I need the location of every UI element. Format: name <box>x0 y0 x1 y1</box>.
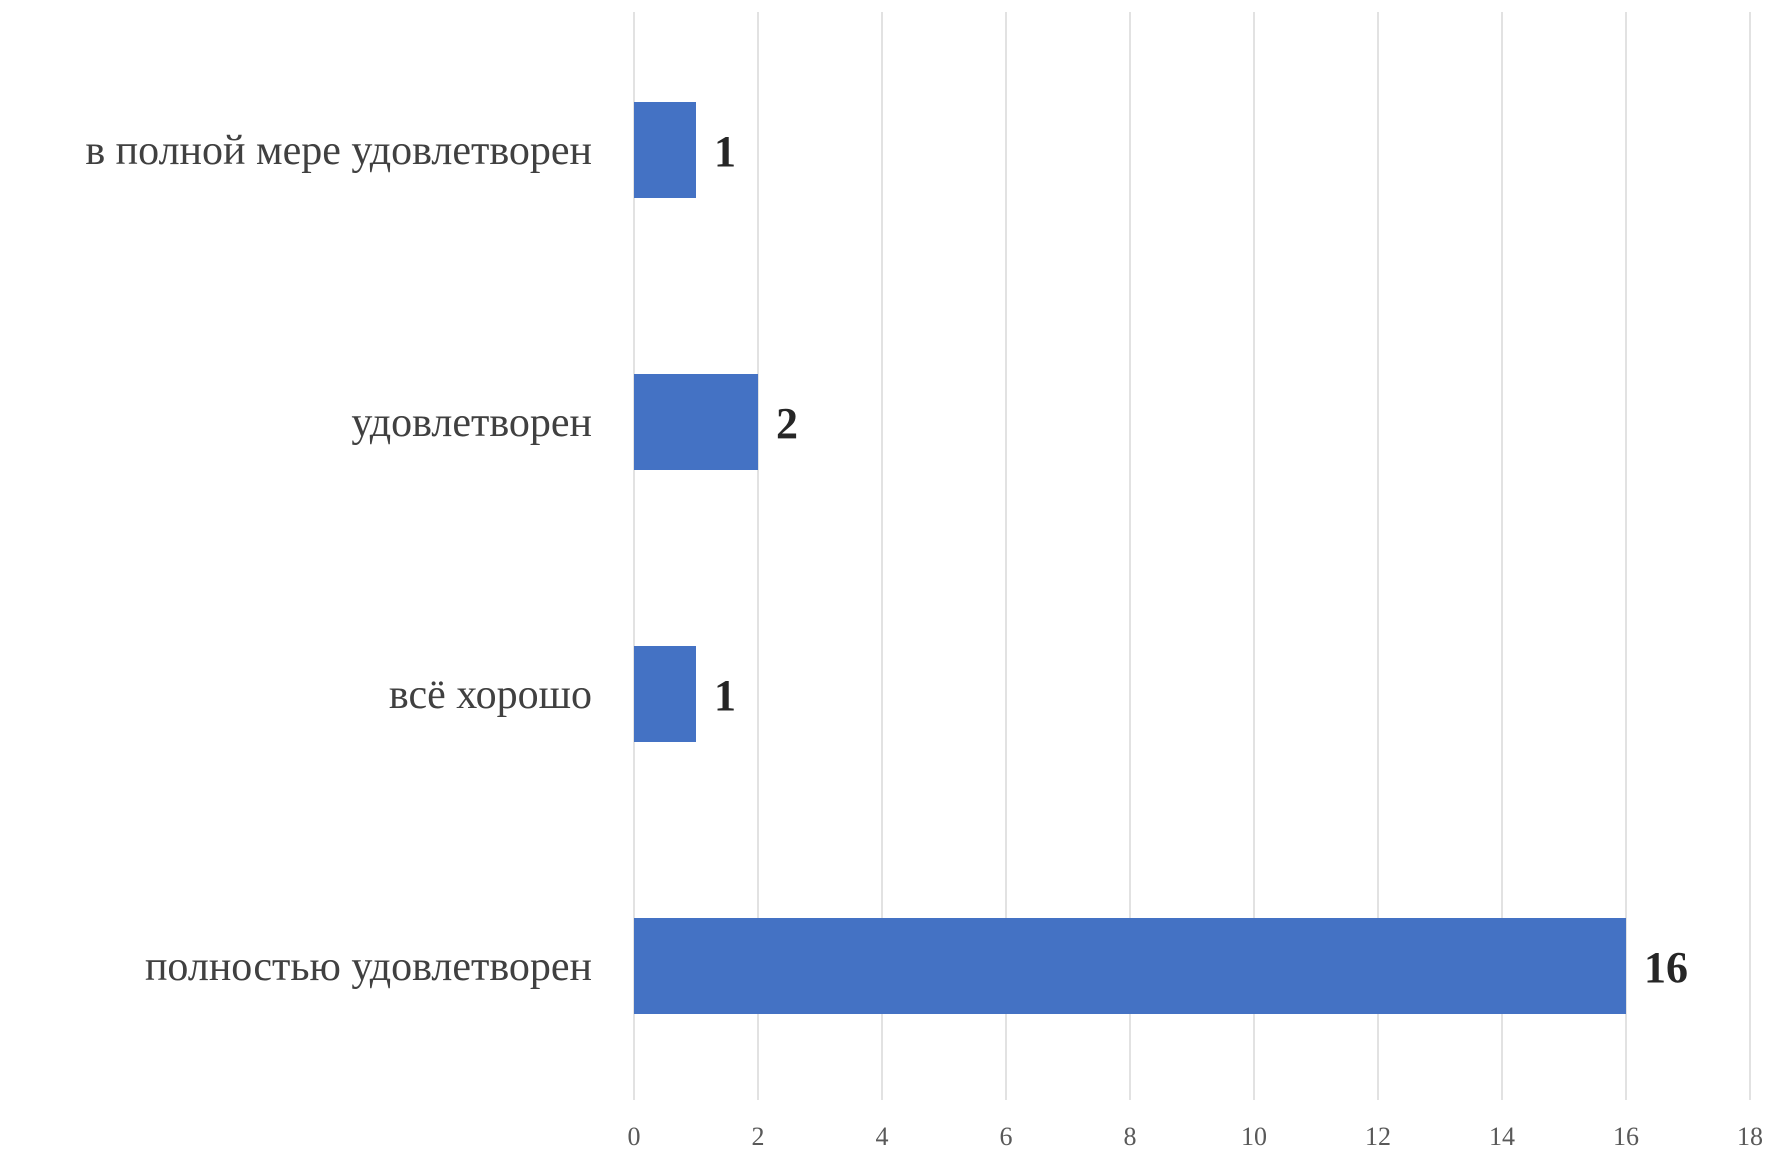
x-tick-label-10: 10 <box>1241 1122 1267 1151</box>
category-label-3: полностью удовлетворен <box>145 944 592 990</box>
x-tick-label-6: 6 <box>1000 1122 1013 1151</box>
data-label-1: 2 <box>776 399 798 448</box>
data-labels: 1 2 1 16 <box>714 127 1688 992</box>
data-label-2: 1 <box>714 671 736 720</box>
category-label-1: удовлетворен <box>351 400 592 446</box>
category-label-2: всё хорошо <box>389 672 592 718</box>
category-label-0: в полной мере удовлетворен <box>85 128 592 174</box>
x-axis-tick-labels: 0 2 4 6 8 10 12 14 16 18 <box>628 1122 1764 1151</box>
grid-lines <box>633 12 1751 1100</box>
x-tick-label-18: 18 <box>1737 1122 1763 1151</box>
category-labels: в полной мере удовлетворен удовлетворен вс… <box>85 128 592 990</box>
data-label-0: 1 <box>714 127 736 176</box>
x-tick-label-2: 2 <box>752 1122 765 1151</box>
bar-3 <box>634 918 1626 1014</box>
x-tick-label-0: 0 <box>628 1122 641 1151</box>
x-tick-label-12: 12 <box>1365 1122 1391 1151</box>
x-tick-label-16: 16 <box>1613 1122 1639 1151</box>
data-label-3: 16 <box>1644 943 1688 992</box>
bar-1 <box>634 374 758 470</box>
x-tick-label-4: 4 <box>876 1122 889 1151</box>
bar-2 <box>634 646 696 742</box>
bars <box>634 102 1626 1014</box>
x-tick-label-14: 14 <box>1489 1122 1515 1151</box>
bar-0 <box>634 102 696 198</box>
x-tick-label-8: 8 <box>1124 1122 1137 1151</box>
